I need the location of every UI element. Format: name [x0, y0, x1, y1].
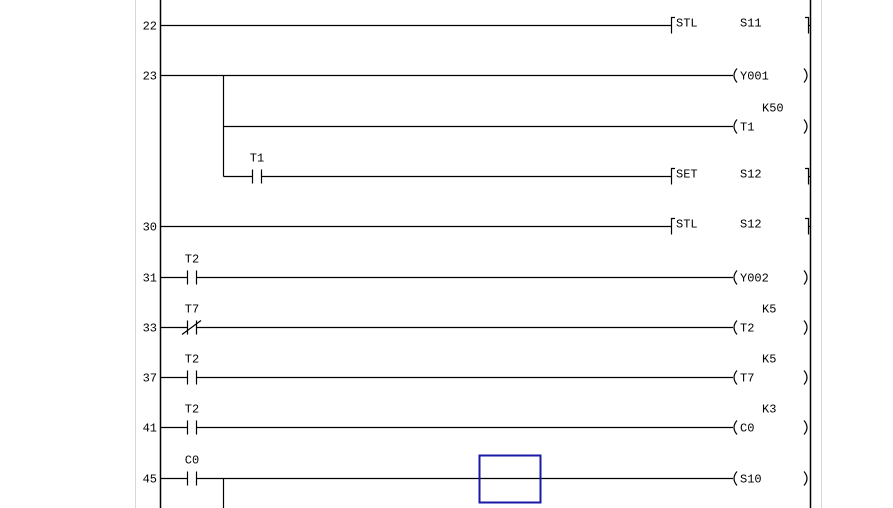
instruction-operand: S11 [740, 17, 762, 31]
coil-open-paren [733, 119, 738, 134]
coil-open-paren [733, 420, 738, 435]
coil-open-paren [733, 471, 738, 486]
contact-device-label: T1 [250, 152, 264, 166]
coil-setting-value: K5 [762, 353, 776, 367]
instruction-open-bracket [670, 167, 675, 185]
coil-device: Y002 [740, 272, 769, 286]
step-number: 22 [143, 20, 157, 34]
contact-device-label: C0 [185, 454, 199, 468]
coil-device: Y001 [740, 70, 769, 84]
instruction-operand: S12 [740, 218, 762, 232]
step-number: 45 [143, 473, 157, 487]
step-number: 41 [143, 422, 157, 436]
coil-device: T2 [740, 322, 754, 336]
instruction-op: STL [676, 17, 698, 31]
contact-device-label: T2 [185, 253, 199, 267]
coil-setting-value: K3 [762, 403, 776, 417]
contact-device-label: T2 [185, 353, 199, 367]
instruction-operand: S12 [740, 168, 762, 182]
step-number: 30 [143, 221, 157, 235]
instruction-close-bracket [805, 16, 810, 34]
edit-cursor[interactable] [478, 454, 542, 504]
step-number: 37 [143, 372, 157, 386]
contact-device-label: T2 [185, 403, 199, 417]
coil-setting-value: K5 [762, 303, 776, 317]
coil-close-paren [803, 119, 808, 134]
coil-setting-value: K50 [762, 102, 784, 116]
coil-device: S10 [740, 473, 762, 487]
coil-close-paren [803, 320, 808, 335]
coil-open-paren [733, 270, 738, 285]
coil-close-paren [803, 420, 808, 435]
instruction-close-bracket [805, 167, 810, 185]
coil-close-paren [803, 68, 808, 83]
instruction-op: STL [676, 218, 698, 232]
coil-device: C0 [740, 422, 754, 436]
coil-close-paren [803, 471, 808, 486]
coil-device: T7 [740, 372, 754, 386]
coil-open-paren [733, 370, 738, 385]
instruction-close-bracket [805, 217, 810, 235]
coil-open-paren [733, 320, 738, 335]
step-number: 33 [143, 322, 157, 336]
instruction-op: SET [676, 168, 698, 182]
instruction-open-bracket [670, 217, 675, 235]
step-number: 23 [143, 70, 157, 84]
coil-close-paren [803, 370, 808, 385]
coil-close-paren [803, 270, 808, 285]
coil-open-paren [733, 68, 738, 83]
contact-device-label: T7 [185, 303, 199, 317]
coil-device: T1 [740, 121, 754, 135]
step-number: 31 [143, 272, 157, 286]
nc-contact-slash [181, 320, 202, 335]
instruction-open-bracket [670, 16, 675, 34]
